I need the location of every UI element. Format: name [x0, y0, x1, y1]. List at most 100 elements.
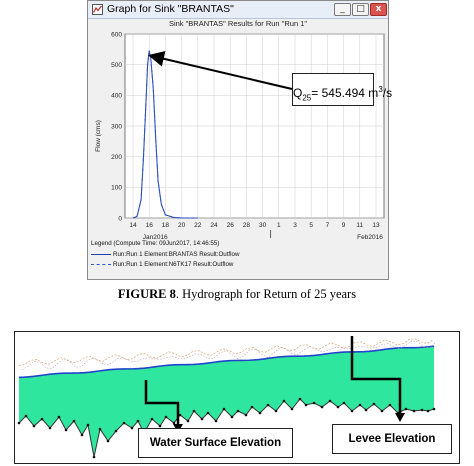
x-tick-label: 30 — [259, 222, 267, 229]
levee-line-secondary — [21, 340, 437, 371]
y-axis: 0 100 200 300 400 500 600 — [111, 31, 122, 222]
x-tick-label: 3 — [293, 222, 297, 229]
bed-point — [32, 424, 36, 428]
bed-point — [244, 413, 248, 417]
bed-point — [72, 419, 76, 423]
bed-point — [192, 409, 196, 413]
y-tick-label: 200 — [111, 154, 122, 161]
bed-point — [358, 403, 362, 407]
bed-point — [178, 413, 182, 417]
x-tick-label: 18 — [162, 222, 170, 229]
annotation-unit: /s — [382, 86, 393, 100]
bed-point — [388, 403, 392, 407]
series-layer — [132, 50, 198, 219]
bed-point — [336, 405, 340, 409]
bed-point — [136, 419, 140, 423]
annotation-q: Q — [293, 86, 303, 100]
bed-point — [122, 421, 126, 425]
window-title: Graph for Sink "BRANTAS" — [107, 3, 234, 15]
bed-point — [298, 397, 302, 401]
window-titlebar[interactable]: Graph for Sink "BRANTAS" _ □ x — [88, 1, 388, 19]
y-tick-label: 400 — [111, 93, 122, 100]
x-tick-label: 28 — [243, 222, 251, 229]
bed-point — [426, 409, 430, 413]
y-tick-label: 0 — [118, 215, 122, 222]
x-tick-label: 16 — [146, 222, 154, 229]
annotation-value: = 545.494 m — [311, 86, 379, 100]
bed-point — [114, 429, 118, 433]
y-tick-label: 300 — [111, 123, 122, 130]
x-tick-label: 24 — [210, 222, 218, 229]
bed-point — [64, 428, 68, 432]
bed-point — [130, 426, 134, 430]
bed-point — [350, 409, 354, 413]
legend-title: Legend (Compute Time: 09Jun2017, 14:46:5… — [91, 240, 220, 247]
x-tick-label: 9 — [342, 222, 346, 229]
bed-point — [342, 401, 346, 405]
bed-point — [98, 427, 102, 431]
y-tick-label: 500 — [111, 62, 122, 69]
figure-label: FIGURE 8 — [117, 287, 176, 301]
bed-point — [86, 423, 90, 427]
bed-point — [312, 401, 316, 405]
bed-point — [158, 424, 162, 428]
levee-label: Levee Elevation — [332, 424, 452, 454]
annotation-subscript: 25 — [302, 93, 312, 103]
bed-point — [364, 408, 368, 412]
bed-point — [206, 411, 210, 415]
legend-item-label: Run:Run 1 Element:N6TK17 Result:Outflow — [113, 261, 234, 268]
close-button[interactable]: x — [370, 3, 387, 16]
bed-point — [80, 433, 84, 437]
bed-point — [266, 403, 270, 407]
minimize-button[interactable]: _ — [334, 3, 351, 16]
x-sublabel: Feb2016 — [357, 234, 383, 240]
x-tick-label: 14 — [129, 222, 137, 229]
bed-point — [320, 405, 324, 409]
bed-point — [164, 415, 168, 419]
bed-point — [274, 409, 278, 413]
legend-item: Run:Run 1 Element:BRANTAS Result:Outflow — [91, 251, 239, 258]
bed-point — [172, 421, 176, 425]
bed-point — [200, 417, 204, 421]
bed-point — [40, 417, 44, 421]
peak-flow-annotation: Q25= 545.494 m3/s — [292, 73, 392, 106]
x-tick-label: 1 — [277, 222, 281, 229]
bed-point — [380, 409, 384, 413]
legend-item: Run:Run 1 Element:N6TK17 Result:Outflow — [91, 261, 233, 268]
caption-text: . Hydrograph for Return of 25 years — [175, 287, 357, 301]
bed-point — [48, 426, 52, 430]
y-tick-label: 600 — [111, 31, 122, 38]
bed-point — [17, 421, 21, 425]
levee-line — [18, 338, 434, 367]
water-area — [19, 346, 434, 457]
x-sublabel: Jan2016 — [143, 234, 168, 240]
y-axis-label: Flow (cms) — [95, 120, 102, 152]
chart-legend: Legend (Compute Time: 09Jun2017, 14:46:5… — [89, 240, 387, 278]
annotation-superscript: 3 — [378, 85, 383, 94]
bed-point — [412, 409, 416, 413]
x-tick-label: 11 — [356, 222, 363, 229]
chart-title: Sink "BRANTAS" Results for Run "Run 1" — [169, 19, 307, 28]
x-tick-label: 22 — [194, 222, 202, 229]
legend-swatch — [91, 263, 111, 265]
bed-point — [57, 415, 61, 419]
bed-point — [420, 408, 424, 412]
bed-point — [236, 409, 240, 413]
bed-point — [186, 419, 190, 423]
maximize-button[interactable]: □ — [352, 3, 369, 16]
bed-point — [372, 402, 376, 406]
profile-lines — [17, 338, 437, 459]
x-tick-label: 13 — [372, 222, 380, 229]
bed-point — [290, 407, 294, 411]
bed-point — [258, 411, 262, 415]
water-surface-line — [18, 345, 435, 379]
bed-point — [92, 455, 96, 459]
water-fill — [19, 346, 434, 457]
x-tick-label: 5 — [309, 222, 313, 229]
bed-point — [106, 439, 110, 443]
bed-point — [230, 415, 234, 419]
legend-swatch — [91, 253, 111, 255]
chart-app-icon — [92, 4, 103, 15]
